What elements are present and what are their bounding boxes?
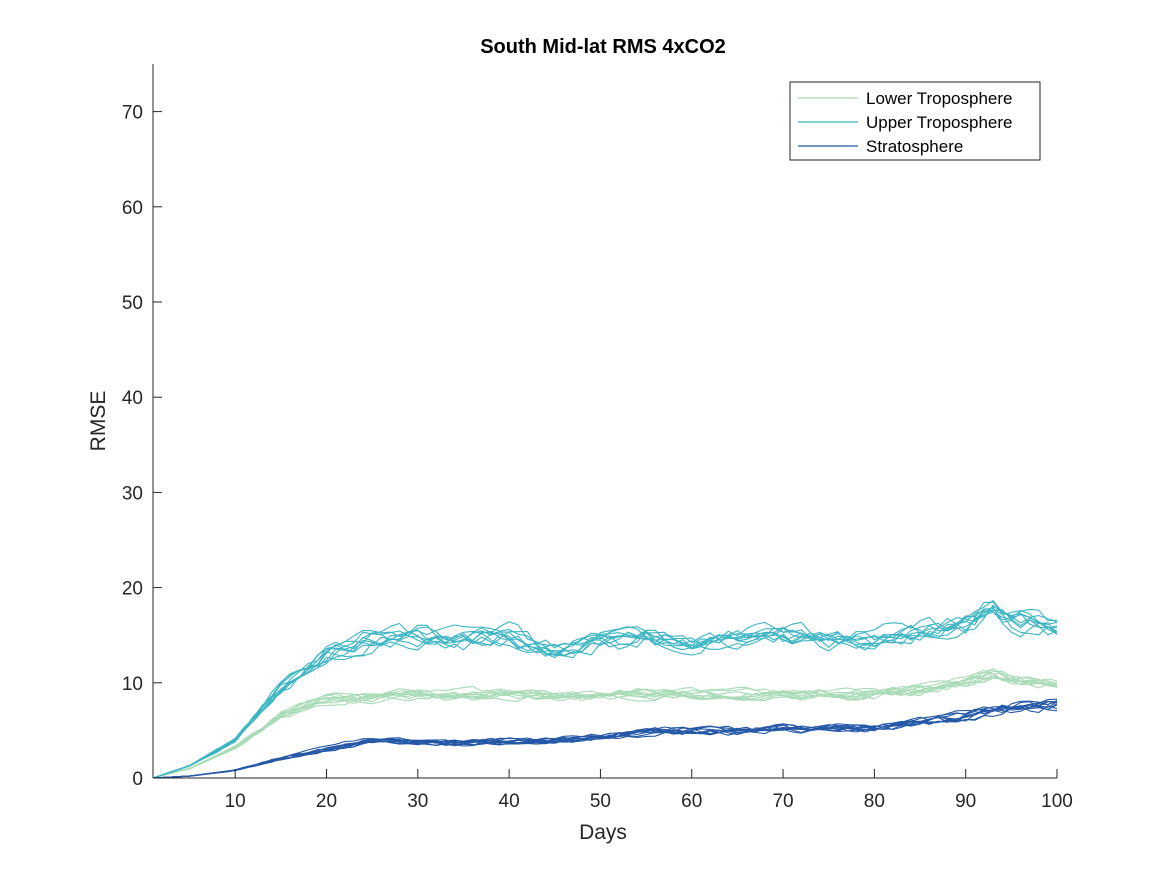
y-tick-label: 0: [132, 769, 143, 790]
y-ticks: 0 10 20 30 40 50 60 70: [122, 103, 162, 790]
plot-lines: [152, 600, 1058, 779]
x-tick-label: 60: [681, 791, 702, 812]
series-line: [152, 668, 1058, 779]
legend-label: Upper Troposphere: [866, 113, 1012, 132]
x-tick-label: 80: [864, 791, 885, 812]
x-tick-label: 30: [407, 791, 428, 812]
x-ticks: 10 20 30 40 50 60 70 80 90 100: [225, 769, 1073, 812]
y-tick-label: 70: [122, 103, 143, 124]
chart-title: South Mid-lat RMS 4xCO2: [480, 36, 726, 58]
series-line: [152, 608, 1058, 779]
x-tick-label: 40: [499, 791, 520, 812]
legend-box: [789, 81, 1041, 161]
series-line: [152, 668, 1058, 779]
series-line: [152, 600, 1058, 779]
series-line: [152, 607, 1058, 779]
y-tick-label: 40: [122, 388, 143, 409]
series-line: [152, 604, 1058, 779]
series-line: [152, 675, 1058, 779]
y-axis-label: RMSE: [87, 391, 110, 452]
series-line: [152, 705, 1058, 779]
x-tick-label: 90: [955, 791, 976, 812]
legend: Lower Troposphere Upper Troposphere Strato…: [789, 81, 1041, 161]
legend-label: Stratosphere: [866, 137, 963, 156]
x-tick-label: 20: [316, 791, 337, 812]
x-tick-label: 10: [225, 791, 246, 812]
y-tick-label: 20: [122, 579, 143, 600]
y-tick-label: 60: [122, 198, 143, 219]
x-tick-label: 100: [1041, 791, 1073, 812]
x-axis-label: Days: [579, 821, 627, 844]
x-tick-label: 70: [772, 791, 793, 812]
x-tick-label: 50: [590, 791, 611, 812]
y-tick-label: 30: [122, 483, 143, 504]
series-line: [152, 700, 1058, 779]
legend-label: Lower Troposphere: [866, 89, 1012, 108]
y-tick-label: 50: [122, 293, 143, 314]
y-tick-label: 10: [122, 674, 143, 695]
